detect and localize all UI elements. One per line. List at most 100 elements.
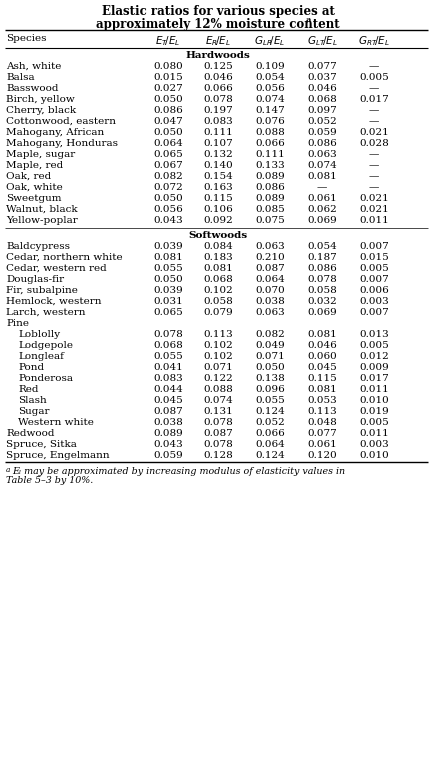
Text: 0.061: 0.061 xyxy=(307,194,337,203)
Text: 0.115: 0.115 xyxy=(307,374,337,383)
Text: 0.102: 0.102 xyxy=(203,352,233,361)
Text: 0.138: 0.138 xyxy=(255,374,285,383)
Text: 0.077: 0.077 xyxy=(307,62,337,71)
Text: 0.041: 0.041 xyxy=(153,363,183,372)
Text: 0.197: 0.197 xyxy=(203,106,233,115)
Text: 0.005: 0.005 xyxy=(359,341,389,350)
Text: 0.021: 0.021 xyxy=(359,194,389,203)
Text: 0.011: 0.011 xyxy=(359,216,389,225)
Text: 0.021: 0.021 xyxy=(359,128,389,137)
Text: 0.055: 0.055 xyxy=(153,264,183,273)
Text: 0.089: 0.089 xyxy=(255,194,285,203)
Text: 0.064: 0.064 xyxy=(255,440,285,449)
Text: $E_T\!/E_L$: $E_T\!/E_L$ xyxy=(155,34,181,48)
Text: a: a xyxy=(6,465,10,474)
Text: 0.113: 0.113 xyxy=(307,407,337,416)
Text: 0.069: 0.069 xyxy=(307,216,337,225)
Text: 0.084: 0.084 xyxy=(203,242,233,251)
Text: 0.038: 0.038 xyxy=(153,418,183,427)
Text: Ponderosa: Ponderosa xyxy=(18,374,73,383)
Text: Red: Red xyxy=(18,385,38,394)
Text: 0.210: 0.210 xyxy=(255,253,285,262)
Text: —: — xyxy=(369,106,379,115)
Text: 0.048: 0.048 xyxy=(307,418,337,427)
Text: 0.097: 0.097 xyxy=(307,106,337,115)
Text: 0.147: 0.147 xyxy=(255,106,285,115)
Text: 0.081: 0.081 xyxy=(307,330,337,339)
Text: 0.010: 0.010 xyxy=(359,451,389,460)
Text: 0.081: 0.081 xyxy=(307,172,337,181)
Text: 0.071: 0.071 xyxy=(203,363,233,372)
Text: 0.046: 0.046 xyxy=(307,341,337,350)
Text: Softwoods: Softwoods xyxy=(188,231,248,240)
Text: 0.133: 0.133 xyxy=(255,161,285,170)
Text: 0.125: 0.125 xyxy=(203,62,233,71)
Text: 0.115: 0.115 xyxy=(203,194,233,203)
Text: approximately 12% moisture content: approximately 12% moisture content xyxy=(96,18,340,31)
Text: 0.124: 0.124 xyxy=(255,407,285,416)
Text: 0.087: 0.087 xyxy=(153,407,183,416)
Text: 0.081: 0.081 xyxy=(153,253,183,262)
Text: $G_{LT}\!/E_L$: $G_{LT}\!/E_L$ xyxy=(307,34,337,48)
Text: 0.031: 0.031 xyxy=(153,297,183,306)
Text: Western white: Western white xyxy=(18,418,94,427)
Text: 0.111: 0.111 xyxy=(203,128,233,137)
Text: Douglas-fir: Douglas-fir xyxy=(6,275,64,284)
Text: 0.081: 0.081 xyxy=(307,385,337,394)
Text: Yellow-poplar: Yellow-poplar xyxy=(6,216,78,225)
Text: 0.183: 0.183 xyxy=(203,253,233,262)
Text: Spruce, Engelmann: Spruce, Engelmann xyxy=(6,451,109,460)
Text: 0.068: 0.068 xyxy=(203,275,233,284)
Text: 0.113: 0.113 xyxy=(203,330,233,339)
Text: 0.064: 0.064 xyxy=(153,139,183,148)
Text: 0.075: 0.075 xyxy=(255,216,285,225)
Text: 0.120: 0.120 xyxy=(307,451,337,460)
Text: 0.047: 0.047 xyxy=(153,117,183,126)
Text: 0.039: 0.039 xyxy=(153,242,183,251)
Text: 0.050: 0.050 xyxy=(153,95,183,104)
Text: 0.003: 0.003 xyxy=(359,440,389,449)
Text: 0.019: 0.019 xyxy=(359,407,389,416)
Text: 0.131: 0.131 xyxy=(203,407,233,416)
Text: Slash: Slash xyxy=(18,396,47,405)
Text: 0.080: 0.080 xyxy=(153,62,183,71)
Text: Oak, white: Oak, white xyxy=(6,183,63,192)
Text: 0.085: 0.085 xyxy=(255,205,285,214)
Text: 0.046: 0.046 xyxy=(203,73,233,82)
Text: 0.154: 0.154 xyxy=(203,172,233,181)
Text: 0.079: 0.079 xyxy=(203,308,233,317)
Text: 0.007: 0.007 xyxy=(359,275,389,284)
Text: 0.045: 0.045 xyxy=(307,363,337,372)
Text: Pond: Pond xyxy=(18,363,44,372)
Text: 0.066: 0.066 xyxy=(255,139,285,148)
Text: 0.055: 0.055 xyxy=(255,396,285,405)
Text: 0.102: 0.102 xyxy=(203,341,233,350)
Text: Cottonwood, eastern: Cottonwood, eastern xyxy=(6,117,116,126)
Text: 0.088: 0.088 xyxy=(255,128,285,137)
Text: 0.122: 0.122 xyxy=(203,374,233,383)
Text: 0.013: 0.013 xyxy=(359,330,389,339)
Text: 0.055: 0.055 xyxy=(153,352,183,361)
Text: 0.011: 0.011 xyxy=(359,385,389,394)
Text: 0.050: 0.050 xyxy=(255,363,285,372)
Text: 0.088: 0.088 xyxy=(203,385,233,394)
Text: 0.102: 0.102 xyxy=(203,286,233,295)
Text: Larch, western: Larch, western xyxy=(6,308,85,317)
Text: $E_R\!/E_L$: $E_R\!/E_L$ xyxy=(205,34,231,48)
Text: 0.132: 0.132 xyxy=(203,150,233,159)
Text: 0.015: 0.015 xyxy=(359,253,389,262)
Text: 0.078: 0.078 xyxy=(203,440,233,449)
Text: —: — xyxy=(369,62,379,71)
Text: Redwood: Redwood xyxy=(6,429,54,438)
Text: 0.027: 0.027 xyxy=(153,84,183,93)
Text: 0.072: 0.072 xyxy=(153,183,183,192)
Text: 0.059: 0.059 xyxy=(307,128,337,137)
Text: 0.012: 0.012 xyxy=(359,352,389,361)
Text: 0.050: 0.050 xyxy=(153,275,183,284)
Text: 0.078: 0.078 xyxy=(307,275,337,284)
Text: 0.005: 0.005 xyxy=(359,264,389,273)
Text: Birch, yellow: Birch, yellow xyxy=(6,95,75,104)
Text: 0.062: 0.062 xyxy=(307,205,337,214)
Text: 0.096: 0.096 xyxy=(255,385,285,394)
Text: 0.056: 0.056 xyxy=(153,205,183,214)
